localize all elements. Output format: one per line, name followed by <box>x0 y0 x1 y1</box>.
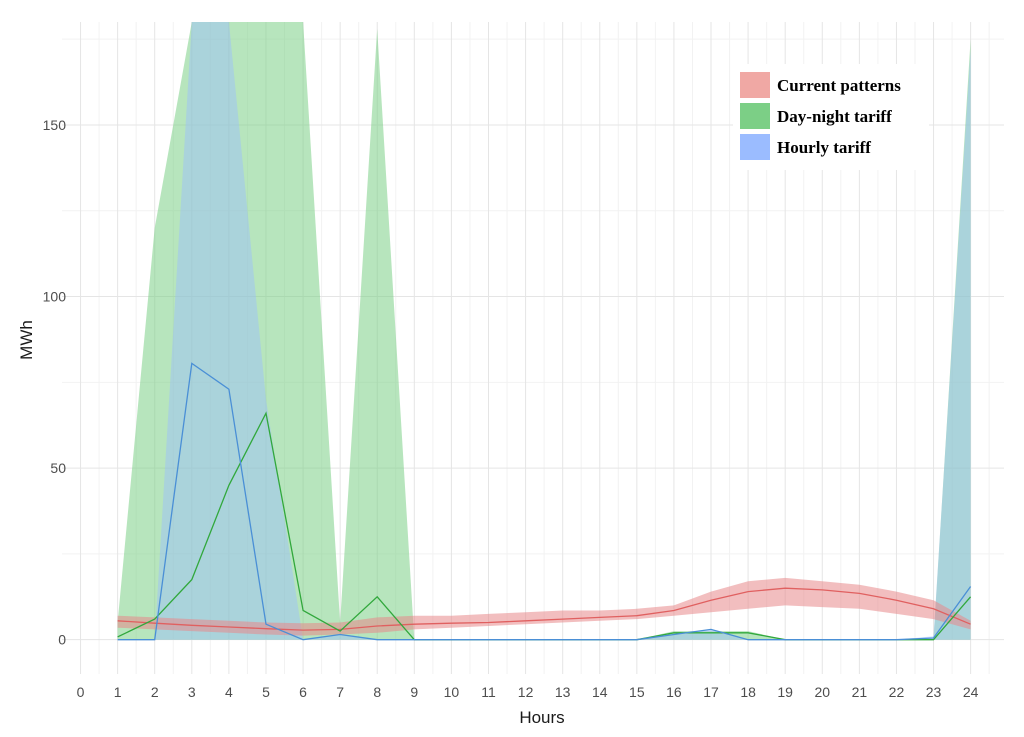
x-tick-label: 5 <box>262 684 270 700</box>
x-tick-label: 23 <box>926 684 942 700</box>
legend-swatch <box>740 134 770 160</box>
y-tick-label: 150 <box>43 117 67 133</box>
x-tick-label: 4 <box>225 684 233 700</box>
x-axis-ticks: 0 1 2 3 4 5 6 7 8 9 10 11 12 13 14 15 16 17 18 19 20 21 22 23 24 <box>77 684 979 700</box>
band-current-patterns <box>117 577 971 636</box>
x-tick-label: 2 <box>151 684 159 700</box>
x-tick-label: 3 <box>188 684 196 700</box>
x-axis-title: Hours <box>519 708 564 727</box>
series-lines <box>117 362 972 641</box>
y-tick-label: 0 <box>58 632 66 648</box>
x-tick-label: 18 <box>740 684 756 700</box>
x-tick-label: 21 <box>852 684 868 700</box>
y-tick-label: 100 <box>43 289 67 305</box>
legend-label: Day-night tariff <box>777 107 892 126</box>
x-tick-label: 20 <box>814 684 830 700</box>
x-tick-label: 12 <box>518 684 534 700</box>
band-hourly-tariff <box>117 22 971 640</box>
x-tick-label: 13 <box>555 684 571 700</box>
confidence-bands <box>117 22 971 640</box>
x-tick-label: 8 <box>373 684 381 700</box>
x-tick-label: 22 <box>889 684 905 700</box>
line-current-patterns <box>117 587 971 631</box>
legend-swatch <box>740 72 770 98</box>
x-tick-label: 16 <box>666 684 682 700</box>
x-tick-label: 6 <box>299 684 307 700</box>
x-tick-label: 14 <box>592 684 608 700</box>
legend-label: Hourly tariff <box>777 138 871 157</box>
x-tick-label: 11 <box>481 684 496 700</box>
y-tick-label: 50 <box>50 460 66 476</box>
x-tick-label: 9 <box>410 684 418 700</box>
y-axis-title: MWh <box>17 320 36 360</box>
x-tick-label: 15 <box>629 684 645 700</box>
x-tick-label: 19 <box>777 684 793 700</box>
y-axis-ticks: 0 50 100 150 <box>43 117 67 648</box>
legend-swatch <box>740 103 770 129</box>
legend: Current patterns Day-night tariff Hourly t… <box>733 64 929 170</box>
x-tick-label: 0 <box>77 684 85 700</box>
x-tick-label: 7 <box>336 684 344 700</box>
x-tick-label: 24 <box>963 684 979 700</box>
legend-label: Current patterns <box>777 76 901 95</box>
x-tick-label: 17 <box>703 684 719 700</box>
x-tick-label: 10 <box>444 684 460 700</box>
band-day-night-tariff <box>117 22 971 640</box>
x-tick-label: 1 <box>114 684 122 700</box>
line-hourly-tariff <box>117 362 972 641</box>
